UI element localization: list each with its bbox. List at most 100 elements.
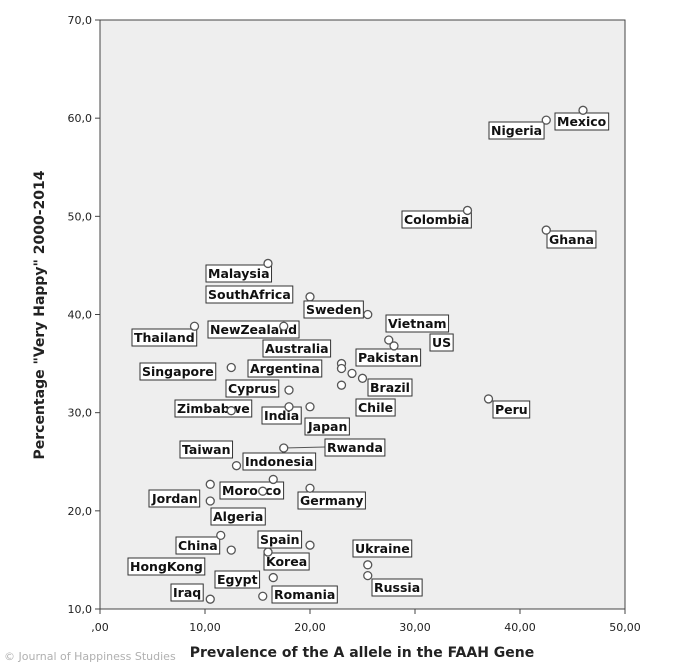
y-tick-label: 20,0: [68, 505, 93, 518]
point-label: Ukraine: [352, 539, 413, 558]
data-point: [189, 321, 200, 331]
point-label-box: [257, 530, 303, 549]
point-label-text: Colombia: [404, 212, 469, 227]
point-label-text: Cyprus: [228, 381, 277, 396]
data-point: [226, 406, 236, 416]
point-label-text: Sweden: [306, 302, 361, 317]
point-label-box: [304, 417, 350, 436]
data-point: [263, 258, 273, 269]
point-label: Pakistan: [355, 348, 422, 367]
x-tick-label: 40,00: [504, 621, 536, 634]
point-label-box: [355, 398, 396, 417]
point-label: Algeria: [210, 507, 266, 526]
x-tick-label: 20,00: [294, 621, 326, 634]
point-label-box: [371, 578, 423, 597]
data-point: [462, 205, 473, 216]
point-label: Peru: [492, 400, 531, 419]
point-label-box: [429, 333, 454, 352]
point-label: Korea: [263, 552, 310, 571]
point-label: Japan: [304, 417, 350, 436]
point-label-text: Brazil: [370, 380, 410, 395]
point-label: Colombia: [401, 210, 472, 229]
point-label: Brazil: [367, 378, 413, 397]
point-label-text: SouthAfrica: [208, 287, 291, 302]
data-point: [279, 443, 289, 453]
point-label: Thailand: [131, 328, 198, 347]
x-tick-label: 10,00: [189, 621, 221, 634]
data-point: [216, 530, 226, 541]
point-label-box: [546, 230, 597, 249]
point-label: Cyprus: [225, 379, 280, 398]
point-label: China: [175, 536, 221, 555]
point-label-text: China: [178, 538, 218, 553]
data-point: [541, 225, 551, 235]
data-point: [336, 363, 347, 374]
point-label-text: HongKong: [130, 559, 203, 574]
x-tick-label: 50,00: [609, 621, 641, 634]
x-tick-label: 30,00: [399, 621, 431, 634]
point-label-box: [170, 583, 204, 602]
data-point: [384, 335, 394, 345]
point-label: Zimbabwe: [174, 399, 253, 418]
data-point: [284, 402, 294, 412]
point-label-text: Indonesia: [245, 454, 314, 469]
point-label-box: [207, 320, 300, 339]
data-point: [305, 292, 315, 302]
point-label: Chile: [355, 398, 396, 417]
point-label-text: Taiwan: [182, 442, 231, 457]
point-label: US: [429, 333, 454, 352]
data-point: [205, 496, 215, 506]
point-label-text: Algeria: [213, 509, 263, 524]
point-label: Germany: [297, 491, 366, 510]
data-point: [268, 474, 278, 485]
data-point: [258, 591, 268, 601]
point-label-text: Ghana: [549, 232, 594, 247]
data-point: [231, 461, 242, 471]
point-label-box: [324, 438, 386, 457]
point-label: Morocco: [219, 481, 285, 500]
point-label: Ghana: [546, 230, 597, 249]
data-point: [357, 373, 368, 383]
point-label-text: Germany: [300, 493, 363, 508]
point-label-text: Ukraine: [355, 541, 410, 556]
data-point: [268, 572, 278, 583]
point-label-box: [139, 362, 217, 381]
data-point: [363, 309, 373, 320]
point-label: Vietnam: [385, 314, 450, 333]
point-label-box: [219, 481, 285, 500]
point-label-box: [205, 264, 273, 283]
data-point: [541, 115, 551, 125]
point-label-box: [175, 536, 221, 555]
point-label-box: [303, 300, 364, 319]
point-label: Egypt: [214, 570, 261, 589]
point-label: Sweden: [303, 300, 364, 319]
point-label: Nigeria: [488, 121, 545, 140]
data-point: [258, 486, 268, 496]
point-label-box: [385, 314, 450, 333]
point-label-text: Vietnam: [388, 316, 447, 331]
point-labels: Mexico Nigeria Colombia Ghana Peru Malaysia So…: [127, 112, 610, 604]
image-credit: © Journal of Happiness Studies: [4, 650, 176, 663]
point-label-text: Romania: [274, 587, 335, 602]
point-label-box: [261, 406, 302, 425]
point-label: NewZealand: [207, 320, 300, 339]
point-label: Taiwan: [179, 440, 234, 459]
point-label-text: Japan: [307, 419, 347, 434]
data-point: [389, 341, 399, 351]
data-point: [305, 483, 315, 493]
point-label: Russia: [371, 578, 423, 597]
point-label-text: Mexico: [557, 114, 607, 129]
point-label: Malaysia: [205, 264, 273, 283]
point-label: SouthAfrica: [205, 285, 294, 304]
y-tick-label: 40,0: [68, 309, 93, 322]
point-label: Romania: [271, 585, 338, 604]
point-label-text: NewZealand: [210, 322, 297, 337]
point-label-box: [210, 507, 266, 526]
point-label-box: [263, 552, 310, 571]
point-label-box: [127, 557, 206, 576]
point-label-text: Malaysia: [208, 266, 270, 281]
point-label-text: Morocco: [222, 483, 282, 498]
point-label-text: Russia: [374, 580, 420, 595]
data-point: [279, 321, 289, 331]
